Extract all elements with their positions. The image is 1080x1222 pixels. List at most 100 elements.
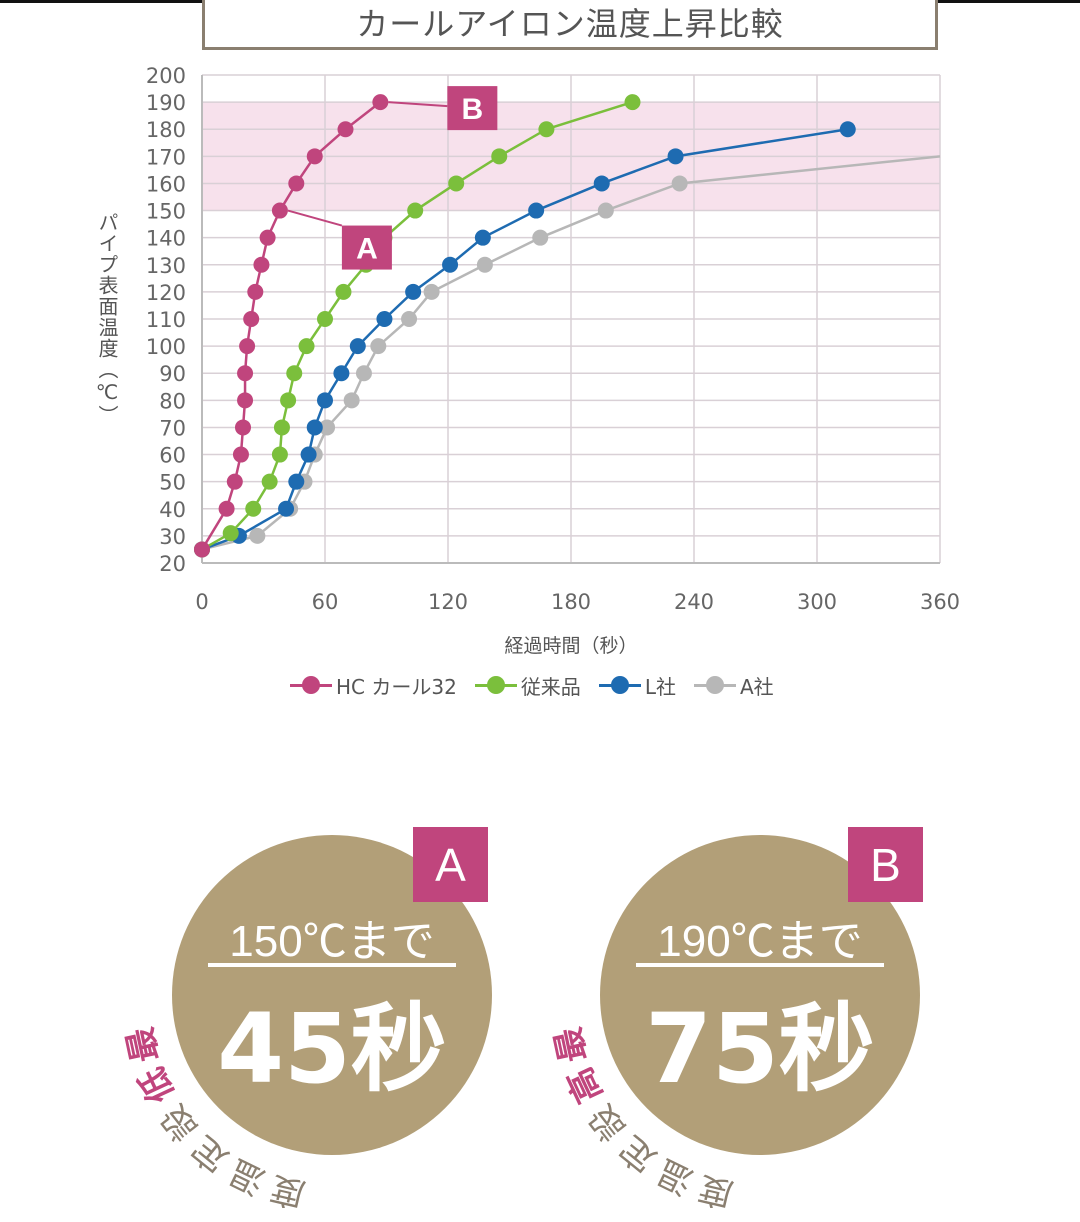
x-tick-360: 360 [920, 590, 960, 614]
chart-title-box: カールアイロン温度上昇比較 [202, 0, 938, 50]
series-3-point-13 [597, 202, 614, 219]
series-1-point-4 [271, 446, 288, 463]
series-3-point-9 [401, 311, 418, 327]
series-0-point-13 [288, 175, 305, 192]
y-tick-160: 160 [146, 172, 186, 196]
y-tick-20: 20 [159, 552, 186, 576]
series-0-point-0 [194, 541, 210, 558]
legend-item-3: A社 [693, 671, 774, 700]
series-3-point-6 [343, 392, 360, 409]
series-0-point-8 [243, 311, 260, 327]
legend-label-0: HC カール32 [336, 674, 457, 699]
y-tick-130: 130 [146, 254, 186, 278]
x-tick-120: 120 [428, 590, 468, 614]
x-tick-0: 0 [195, 590, 208, 614]
series-0-point-15 [337, 121, 354, 138]
arc-b-char-5: 度 [694, 1167, 737, 1215]
annotation-A-box [341, 225, 392, 270]
circle-a-divider [208, 963, 456, 967]
series-0-point-11 [259, 229, 276, 246]
arc-a-char-5: 度 [266, 1167, 309, 1215]
annotation-B-leader [388, 101, 448, 108]
series-1-point-5 [273, 419, 290, 436]
series-1-point-14 [448, 175, 465, 192]
series-2-point-6 [317, 392, 333, 409]
y-tick-60: 60 [159, 444, 186, 468]
y-tick-170: 170 [146, 145, 186, 169]
series-3-point-1 [249, 527, 266, 544]
series-0-point-14 [306, 148, 323, 165]
y-tick-70: 70 [159, 416, 186, 440]
x-axis-label: 経過時間（秒） [504, 635, 637, 657]
x-tick-180: 180 [551, 590, 591, 614]
y-tick-140: 140 [146, 227, 186, 251]
series-3-point-14 [671, 175, 688, 192]
series-0-point-7 [239, 338, 256, 355]
series-1-point-6 [280, 392, 297, 409]
series-3-point-8 [370, 338, 387, 355]
series-1-point-2 [245, 500, 262, 517]
series-1-point-3 [261, 473, 278, 490]
series-2-point-16 [839, 121, 856, 138]
series-1-point-8 [298, 338, 315, 355]
series-0-point-5 [237, 392, 254, 409]
series-0-point-10 [253, 256, 270, 273]
series-3-point-7 [355, 365, 372, 382]
series-2-point-3 [288, 473, 305, 490]
y-tick-180: 180 [146, 118, 186, 142]
series-0-point-16 [372, 94, 389, 111]
y-tick-90: 90 [159, 362, 186, 386]
chart-title: カールアイロン温度上昇比較 [356, 4, 784, 43]
series-2-point-2 [278, 500, 295, 517]
series-0-point-9 [247, 283, 264, 300]
circle-b-time: 75秒 [645, 993, 875, 1105]
y-tick-50: 50 [159, 471, 186, 495]
series-0-point-6 [237, 365, 254, 382]
legend-label-1: 従来品 [520, 674, 581, 699]
y-tick-30: 30 [159, 525, 186, 549]
series-1-point-1 [222, 525, 239, 542]
circle-a-time: 45秒 [217, 993, 447, 1105]
series-2-point-8 [349, 338, 366, 355]
series-1-point-17 [624, 94, 641, 111]
legend-label-2: L社 [644, 674, 676, 699]
series-1-point-10 [335, 283, 352, 300]
annotation-A-leader [287, 209, 343, 227]
y-tick-80: 80 [159, 389, 186, 413]
legend-label-3: A社 [739, 674, 774, 699]
badge-b: B [848, 827, 923, 902]
temperature-chart: 20 30 40 50 60 70 80 90 100 110 120 130 140 150 160 170… [146, 64, 960, 657]
series-2-point-11 [442, 256, 459, 273]
series-2-point-10 [405, 283, 422, 300]
series-2-point-4 [300, 446, 317, 463]
circle-b-divider [636, 963, 884, 967]
circle-a-target: 150℃まで [229, 917, 435, 966]
series-0-point-12 [271, 202, 288, 219]
y-axis-label: パイプ表面温度（℃） [95, 212, 119, 426]
y-tick-120: 120 [146, 281, 186, 305]
series-1-point-7 [286, 365, 303, 382]
arc-a-char-0: 最 [120, 1023, 167, 1066]
y-tick-100: 100 [146, 335, 186, 359]
legend: HC カール32 従来品 L社 A社 [290, 670, 774, 700]
series-0-point-2 [226, 473, 243, 490]
series-1-point-15 [491, 148, 508, 165]
series-3-point-12 [532, 229, 549, 246]
series-3-point-10 [423, 283, 440, 300]
series-1-point-16 [538, 121, 555, 138]
legend-item-0: HC カール32 [290, 671, 457, 700]
x-tick-300: 300 [797, 590, 837, 614]
annotation-B-box [447, 86, 498, 131]
series-2-point-14 [593, 175, 610, 192]
y-tick-150: 150 [146, 200, 186, 224]
y-tick-200: 200 [146, 64, 186, 88]
series-1-point-9 [317, 311, 333, 327]
x-tick-60: 60 [312, 590, 339, 614]
series-2-point-13 [528, 202, 545, 219]
series-3-point-11 [476, 256, 493, 273]
series-3-point-5 [319, 419, 336, 436]
legend-marker-3 [693, 675, 736, 695]
series-0-point-3 [232, 446, 249, 463]
badge-a: A [413, 827, 488, 902]
circle-b-target: 190℃まで [657, 917, 863, 966]
